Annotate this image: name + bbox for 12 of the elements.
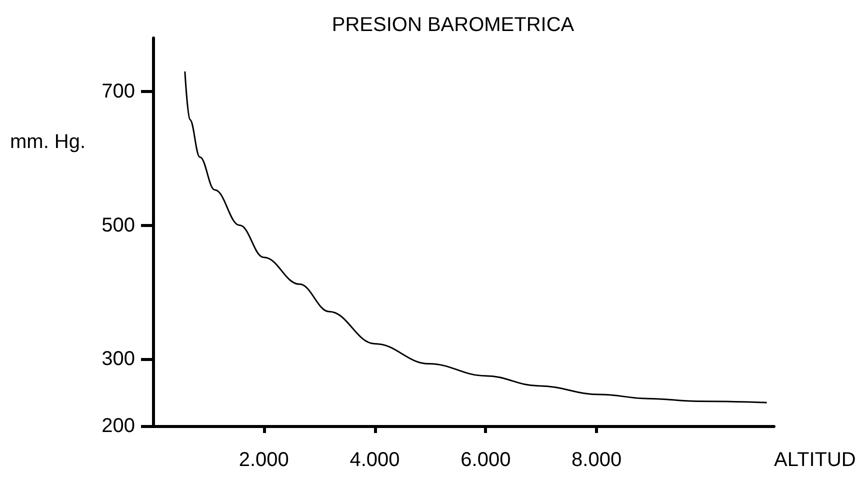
y-tick-label: 700	[102, 80, 135, 103]
y-axis-title: mm. Hg.	[10, 131, 86, 153]
x-tick-label: 8.000	[572, 449, 622, 471]
x-tick-label: 6.000	[460, 449, 511, 471]
y-tick-label: 300	[102, 348, 135, 370]
x-tick-label: 2.000	[238, 449, 289, 471]
line-series	[184, 70, 768, 404]
y-tick-label: 500	[102, 214, 135, 236]
x-tick-label: 4.000	[350, 449, 400, 471]
x-axis-title: ALTITUD	[774, 449, 856, 471]
chart-title: PRESION BAROMETRICA	[332, 14, 575, 36]
y-tick-label: 200	[102, 415, 135, 437]
